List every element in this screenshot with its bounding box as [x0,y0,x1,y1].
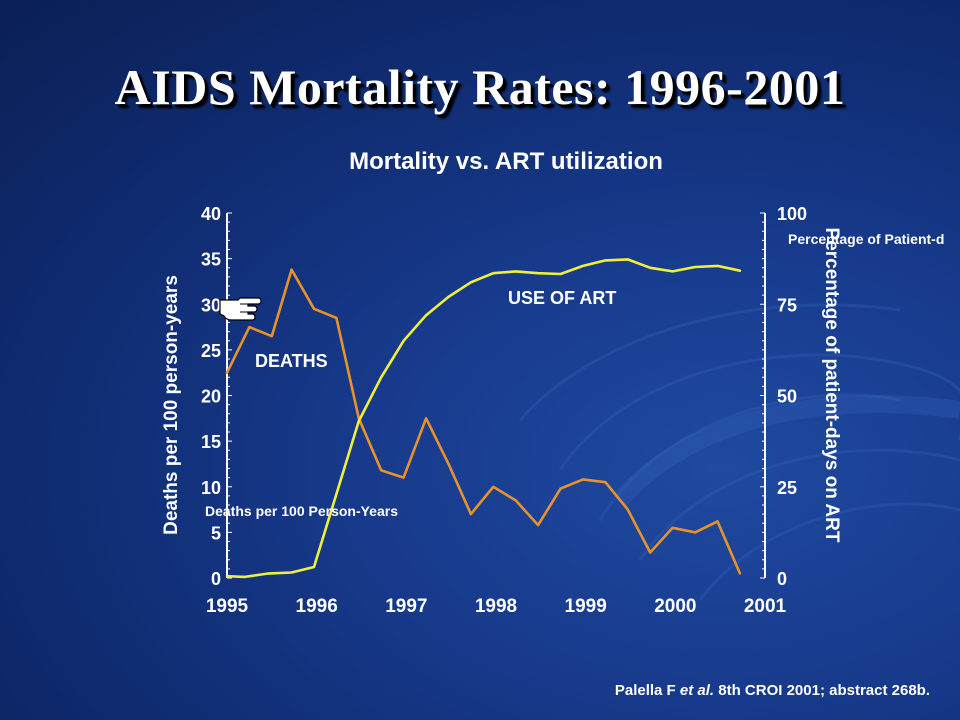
left-tick-label: 35 [201,250,221,270]
left-tick-label: 40 [201,204,221,224]
art-legend-text: Percentage of Patient-d [788,231,944,247]
x-tick-label: 2000 [654,596,696,617]
x-tick-label: 2001 [744,596,787,617]
left-tick-label: 25 [201,341,221,361]
deaths-annotation: DEATHS [255,351,328,371]
art-series-line [225,258,742,579]
x-tick-label: 1995 [206,596,249,617]
left-tick-label: 5 [211,523,221,543]
x-tick-label: 1998 [475,596,517,617]
x-tick-label: 1999 [565,596,607,617]
x-tick-label: 1997 [385,596,427,617]
citation: Palella F et al. 8th CROI 2001; abstract… [614,682,930,699]
chart-title: Mortality vs. ART utilization [349,148,663,175]
deaths-legend-text: Deaths per 100 Person-Years [205,503,398,519]
left-tick-label: 15 [201,432,221,452]
left-tick-label: 30 [201,295,221,315]
right-tick-label: 75 [777,295,797,315]
right-tick-label: 100 [777,204,807,224]
right-tick-label: 25 [777,478,797,498]
pointing-hand-icon [219,297,262,321]
left-tick-label: 0 [211,569,221,589]
x-tick-label: 1996 [296,596,338,617]
right-tick-label: 0 [777,569,787,589]
deaths-series-line [225,268,742,575]
art-annotation: USE OF ART [508,288,616,308]
slide-title: AIDS Mortality Rates: 1996-2001 [114,59,846,115]
right-tick-label: 50 [777,387,797,407]
left-tick-label: 20 [201,387,221,407]
left-tick-label: 10 [201,478,221,498]
